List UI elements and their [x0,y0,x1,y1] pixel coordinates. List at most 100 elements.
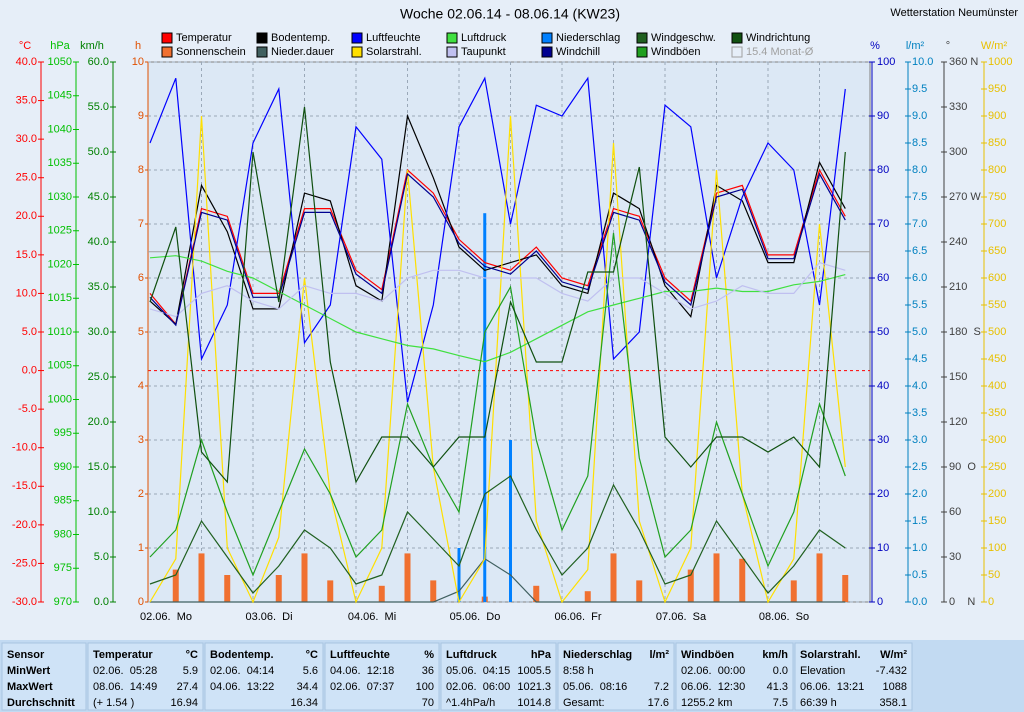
tick-label: 985 [54,495,72,507]
bar [790,580,797,602]
tick-label: 35.0 [16,94,37,106]
bar [172,569,179,602]
cell-value: 70 [422,697,434,709]
cell-time: Gesamt: [563,697,605,709]
cell-time: 05.06. 08:16 [563,681,627,693]
tick-label: 20 [877,488,889,500]
tick-label: 8.0 [912,164,927,176]
cell-value: 1005.5 [517,665,551,677]
tick-label: 2.5 [912,461,927,473]
x-tick-label: 08.06. So [759,611,809,623]
tick-label: 8 [138,164,144,176]
tick-label: 650 [988,245,1006,257]
cell-value: 358.1 [879,697,907,709]
bar [636,580,643,602]
line [149,106,846,484]
legend-swatch [446,46,458,58]
axis-unit: °C [19,40,31,52]
tick-label: 850 [988,137,1006,149]
column-unit: hPa [531,649,552,661]
tick-label: 4.0 [912,380,927,392]
tick-label: 1020 [48,258,72,270]
tick-label: 270 W [949,191,981,203]
tick-label: 1005 [48,360,72,372]
tick-label: 3 [138,434,144,446]
tick-label: 40.0 [88,236,109,248]
tick-label: 300 [988,434,1006,446]
tick-label: 970 [54,596,72,608]
line [149,115,846,604]
tick-label: 5.0 [22,326,37,338]
cell-value: 0.0 [773,665,788,677]
tick-label: 210 [949,281,967,293]
legend-swatch [256,46,268,58]
row-label: Durchschnitt [7,697,75,709]
bar [816,553,823,602]
tick-label: 180 S [949,326,981,338]
tick-label: 990 [54,461,72,473]
legend-label: Taupunkt [461,46,506,58]
bar [533,585,540,602]
line [149,261,846,318]
tick-label: 9.0 [912,110,927,122]
bar [842,575,849,602]
tick-label: 30 [949,551,961,563]
row-label: MaxWert [7,681,53,693]
tick-label: 7.0 [912,218,927,230]
tick-label: 0.0 [94,596,109,608]
tick-label: 995 [54,427,72,439]
column-unit: % [424,649,434,661]
x-tick-label: 07.06. Sa [656,611,707,623]
tick-label: 100 [877,56,895,68]
tick-label: 40.0 [16,56,37,68]
axis-unit: h [135,40,141,52]
legend-swatch [351,46,363,58]
tick-label: 900 [988,110,1006,122]
tick-label: 150 [988,515,1006,527]
bar [198,553,205,602]
cell-time: 1255.2 km [681,697,732,709]
cell-time: 04.06. 12:18 [330,665,394,677]
tick-label: -5.0 [18,403,37,415]
legend-label: Bodentemp. [271,32,330,44]
bar [610,553,617,602]
tick-label: -20.0 [12,519,37,531]
column-unit: W/m² [880,649,907,661]
legend-label: Niederschlag [556,32,620,44]
tick-label: 40 [877,380,889,392]
tick-label: 50 [988,569,1000,581]
tick-label: 20.0 [16,210,37,222]
cell-time: 02.06. 06:00 [446,681,510,693]
bar [378,585,385,602]
tick-label: 240 [949,236,967,248]
tick-label: 60 [949,506,961,518]
tick-label: 0.0 [22,364,37,376]
cell-value: 41.3 [767,681,788,693]
cell-value: 1088 [883,681,907,693]
line [149,172,846,327]
tick-label: 9 [138,110,144,122]
bar [430,580,437,602]
tick-label: -15.0 [12,480,37,492]
bar [404,553,411,602]
tick-label: 1035 [48,157,72,169]
column-unit: l/m² [649,649,669,661]
cell-time: 02.06. 04:14 [210,665,274,677]
table-cell [204,642,324,711]
tick-label: 400 [988,380,1006,392]
cell-time: 05.06. 04:15 [446,665,510,677]
tick-label: 50.0 [88,146,109,158]
tick-label: -10.0 [12,442,37,454]
tick-label: 600 [988,272,1006,284]
line [150,558,846,603]
tick-label: 450 [988,353,1006,365]
tick-label: 15.0 [88,461,109,473]
tick-label: 250 [988,461,1006,473]
legend-swatch [161,32,173,44]
column-header: Solarstrahl. [800,649,861,661]
tick-label: 90 [877,110,889,122]
legend-swatch [351,32,363,44]
tick-label: 700 [988,218,1006,230]
cell-value: 7.5 [773,697,788,709]
